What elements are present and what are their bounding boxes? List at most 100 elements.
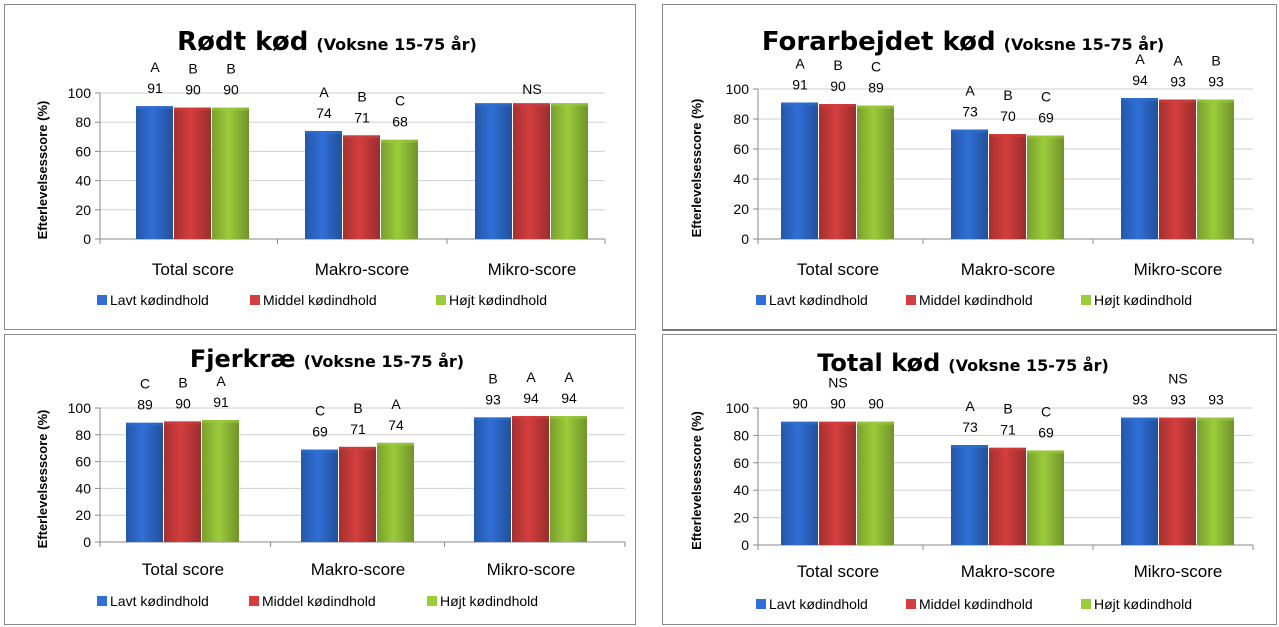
significance-label: A (1173, 53, 1183, 69)
x-category-label: Makro-score (961, 260, 1055, 279)
data-label: 94 (523, 390, 539, 406)
significance-label: B (178, 374, 187, 390)
bar-top-highlight (301, 449, 338, 453)
data-label: 90 (868, 396, 884, 412)
chart-subtitle: (Voksne 15-75 år) (316, 35, 477, 54)
bar (1121, 417, 1158, 545)
bar-top-highlight (819, 421, 856, 425)
significance-label: B (357, 88, 366, 104)
y-tick-label: 60 (733, 141, 749, 157)
y-tick-label: 20 (75, 202, 91, 218)
bar (343, 135, 380, 239)
chart-panel-rodt-kod: Rødt kød (Voksne 15-75 år) Efterlevelsessc… (4, 4, 636, 330)
bar (1197, 417, 1234, 545)
bar (377, 442, 414, 542)
y-axis-label: Efterlevelsesscore (%) (35, 410, 50, 549)
data-label: 91 (147, 80, 163, 96)
bar (1159, 99, 1196, 239)
y-tick-label: 60 (75, 454, 91, 470)
data-label: 90 (830, 78, 846, 94)
bar (781, 421, 818, 545)
significance-label: A (965, 398, 975, 414)
legend-swatch (1081, 295, 1091, 305)
bar (989, 134, 1026, 239)
y-tick-label: 40 (75, 173, 91, 189)
bar (1027, 450, 1064, 545)
significance-label: A (795, 56, 805, 72)
bar (126, 422, 163, 542)
y-tick-label: 100 (68, 85, 92, 101)
legend-swatch (249, 596, 259, 606)
chart-forarbejdet-kod: Forarbejdet kød (Voksne 15-75 år) Efterlev… (689, 27, 1254, 308)
significance-label: A (216, 373, 226, 389)
bar (951, 444, 988, 545)
bar (174, 107, 211, 239)
bar (857, 421, 894, 545)
legend-label: Middel kødindhold (919, 596, 1033, 612)
y-axis-label: Efterlevelsesscore (%) (689, 99, 704, 238)
significance-label: C (315, 403, 325, 419)
bar-top-highlight (1027, 450, 1064, 454)
significance-label: C (871, 59, 881, 75)
legend-swatch (906, 295, 916, 305)
y-tick-label: 100 (726, 81, 750, 97)
x-category-label: Total score (152, 260, 234, 279)
data-label: 90 (830, 396, 846, 412)
bar (1027, 135, 1064, 239)
legend-swatch (756, 599, 766, 609)
data-label: 94 (1132, 72, 1148, 88)
x-category-label: Makro-score (311, 560, 405, 579)
legend-swatch (906, 599, 916, 609)
y-tick-label: 40 (733, 482, 749, 498)
y-axis-label: Efterlevelsesscore (%) (689, 411, 704, 550)
bar-top-highlight (551, 103, 588, 107)
data-label: 74 (388, 417, 404, 433)
bar (474, 417, 511, 542)
bar-top-highlight (1197, 99, 1234, 103)
significance-label: NS (522, 81, 541, 97)
y-tick-label: 0 (83, 534, 91, 550)
bar (1197, 99, 1234, 239)
y-tick-label: 80 (75, 427, 91, 443)
significance-label: A (391, 396, 401, 412)
legend-label: Lavt kødindhold (769, 596, 868, 612)
bar (819, 421, 856, 545)
x-category-label: Mikro-score (488, 260, 577, 279)
y-tick-label: 0 (741, 231, 749, 247)
data-label: 93 (1208, 74, 1224, 90)
data-label: 89 (868, 80, 884, 96)
significance-label: C (1041, 403, 1051, 419)
chart-subtitle: (Voksne 15-75 år) (304, 352, 465, 371)
significance-label: B (488, 370, 497, 386)
data-label: 93 (1170, 392, 1186, 408)
bar (475, 103, 512, 239)
bar-top-highlight (339, 446, 376, 450)
bar (819, 104, 856, 239)
bar-top-highlight (164, 421, 201, 425)
legend-swatch (756, 295, 766, 305)
bar-top-highlight (512, 416, 549, 420)
data-label: 94 (561, 390, 577, 406)
significance-label: NS (1168, 371, 1187, 387)
bar (212, 107, 249, 239)
data-label: 93 (1208, 392, 1224, 408)
legend-label: Højt kødindhold (1094, 596, 1192, 612)
chart-subtitle: (Voksne 15-75 år) (948, 356, 1109, 375)
chart-panel-forarbejdet-kod: Forarbejdet kød (Voksne 15-75 år) Efterlev… (662, 4, 1277, 331)
y-tick-label: 20 (733, 201, 749, 217)
bar-top-highlight (377, 442, 414, 446)
bar-top-highlight (513, 103, 550, 107)
bar-top-highlight (989, 447, 1026, 451)
chart-panel-fjerkrae: Fjerkræ (Voksne 15-75 år) Efterlevelsessco… (4, 334, 636, 625)
significance-label: B (226, 61, 235, 77)
significance-label: A (150, 59, 160, 75)
bar-top-highlight (474, 417, 511, 421)
data-label: 73 (962, 104, 978, 120)
x-category-label: Total score (142, 560, 224, 579)
y-tick-label: 0 (741, 537, 749, 553)
bar-top-highlight (1027, 135, 1064, 139)
data-label: 93 (1170, 74, 1186, 90)
chart-title-main: Fjerkræ (190, 345, 296, 373)
legend-label: Højt kødindhold (1094, 292, 1192, 308)
data-label: 93 (1132, 392, 1148, 408)
